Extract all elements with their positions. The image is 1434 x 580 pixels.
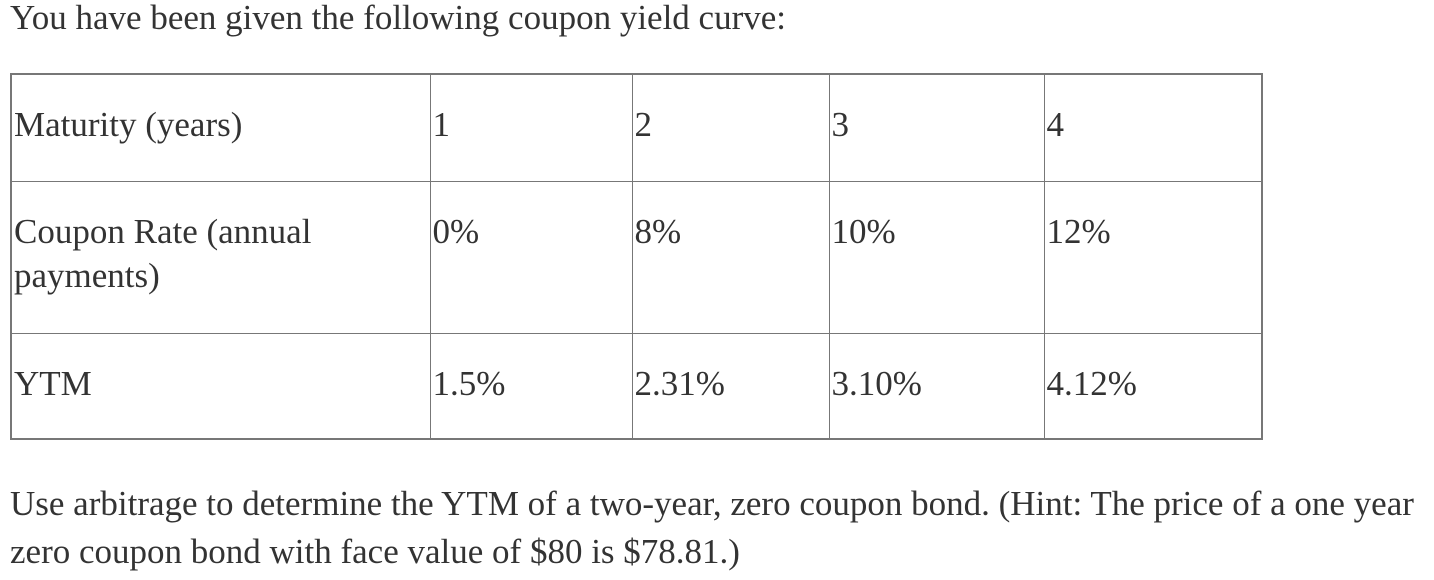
table-row: Maturity (years) 1 2 3 4	[10, 73, 1263, 182]
table-cell: 8%	[631, 180, 830, 334]
table-row: YTM 1.5% 2.31% 3.10% 4.12%	[10, 332, 1263, 440]
table-cell: 3	[828, 73, 1045, 182]
table-cell: Maturity (years)	[10, 73, 431, 182]
table-cell: 1	[429, 73, 633, 182]
table-cell: 4.12%	[1043, 332, 1263, 440]
question-text: Use arbitrage to determine the YTM of a …	[10, 484, 1414, 571]
table-cell: 0%	[429, 180, 633, 334]
table-row: Coupon Rate (annual payments) 0% 8% 10% 12%	[10, 180, 1263, 334]
table-cell: 4	[1043, 73, 1263, 182]
table-cell: 12%	[1043, 180, 1263, 334]
yield-table: Maturity (years) 1 2 3 4 Coupon Rate (annual …	[10, 73, 1263, 440]
table-cell: 1.5%	[429, 332, 633, 440]
table-cell: 3.10%	[828, 332, 1045, 440]
table-cell: 2	[631, 73, 830, 182]
table-cell: 2.31%	[631, 332, 830, 440]
table-cell: YTM	[10, 332, 431, 440]
table-cell: Coupon Rate (annual payments)	[10, 180, 431, 334]
intro-text: You have been given the following coupon…	[10, 0, 786, 37]
table-cell: 10%	[828, 180, 1045, 334]
